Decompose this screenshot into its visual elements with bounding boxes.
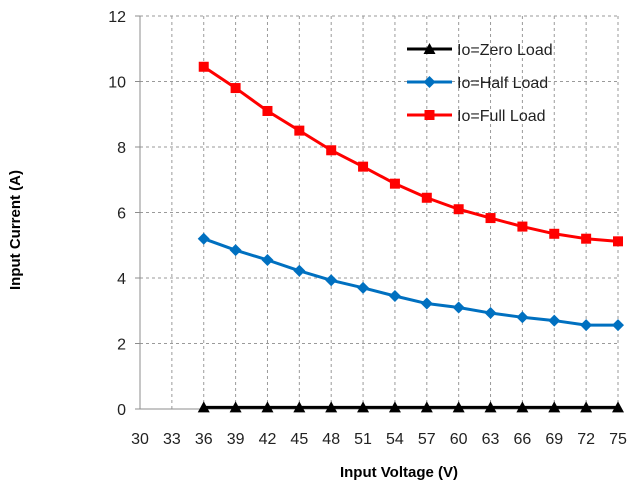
x-tick-label: 45: [290, 431, 308, 448]
data-point-marker: [198, 61, 209, 72]
data-point-marker: [326, 145, 337, 156]
data-point-marker: [612, 401, 624, 413]
data-point-marker: [261, 401, 274, 413]
x-tick-label: 69: [545, 431, 563, 448]
data-point-marker: [452, 401, 465, 413]
data-point-marker: [453, 204, 464, 215]
data-point-marker: [420, 297, 433, 310]
data-point-marker: [325, 274, 338, 287]
data-point-marker: [549, 228, 560, 239]
y-tick-label: 6: [117, 206, 126, 223]
data-point-marker: [325, 401, 338, 413]
data-point-marker: [261, 253, 274, 266]
x-tick-label: 48: [322, 431, 340, 448]
x-axis-title: Input Voltage (V): [340, 464, 458, 481]
data-point-marker: [357, 401, 370, 413]
data-point-marker: [197, 401, 210, 413]
x-tick-label: 60: [450, 431, 468, 448]
y-tick-label: 0: [117, 402, 126, 419]
data-point-marker: [293, 401, 306, 413]
data-point-marker: [262, 105, 273, 116]
data-point-marker: [581, 233, 592, 244]
y-tick-label: 2: [117, 337, 126, 354]
data-point-marker: [612, 319, 624, 332]
x-tick-label: 54: [386, 431, 404, 448]
legend-label: Io=Half Load: [457, 75, 548, 92]
y-tick-label: 8: [117, 140, 126, 157]
data-point-marker: [294, 125, 305, 136]
x-tick-labels: 30 33 36 39 42 45 48 51 54 57 60 63 66 69 72 75: [131, 431, 627, 448]
y-tick-label: 10: [108, 75, 126, 92]
data-point-marker: [516, 401, 529, 413]
data-point-marker: [548, 314, 561, 327]
x-tick-label: 75: [609, 431, 627, 448]
legend-entry: Io=Half Load: [407, 75, 548, 92]
data-point-marker: [420, 401, 433, 413]
data-point-marker: [484, 401, 497, 413]
x-tick-label: 39: [227, 431, 245, 448]
grid: [140, 15, 619, 409]
data-point-marker: [452, 301, 465, 314]
data-point-marker: [485, 213, 496, 224]
data-point-marker: [229, 244, 242, 257]
data-point-marker: [357, 281, 370, 294]
data-point-marker: [293, 264, 306, 277]
data-point-marker: [358, 161, 369, 172]
data-point-marker: [613, 236, 623, 247]
data-point-marker: [548, 401, 561, 413]
data-point-marker: [230, 83, 241, 94]
data-point-marker: [389, 178, 400, 189]
x-tick-label: 57: [418, 431, 436, 448]
legend-label: Io=Zero Load: [457, 42, 553, 59]
series-square: [198, 61, 623, 247]
data-point-marker: [423, 43, 436, 54]
data-point-marker: [197, 232, 210, 245]
data-point-marker: [580, 401, 593, 413]
data-point-marker: [580, 319, 593, 332]
y-tick-label: 4: [117, 271, 126, 288]
data-point-marker: [388, 290, 401, 303]
axes: [135, 15, 618, 410]
x-tick-label: 33: [163, 431, 181, 448]
legend-entry: Io=Zero Load: [407, 42, 553, 59]
x-tick-label: 66: [514, 431, 532, 448]
x-tick-label: 30: [131, 431, 149, 448]
x-tick-label: 51: [354, 431, 372, 448]
legend: Io=Zero Load Io=Half Load Io=Full Load: [407, 42, 553, 125]
data-point-marker: [421, 192, 432, 203]
series-line: [203, 237, 618, 327]
data-point-marker: [229, 401, 242, 413]
legend-entry: Io=Full Load: [407, 108, 546, 125]
x-tick-label: 36: [195, 431, 213, 448]
y-tick-label: 12: [108, 9, 126, 26]
data-point-marker: [516, 311, 529, 324]
data-point-marker: [517, 221, 528, 232]
x-tick-label: 72: [577, 431, 595, 448]
series-diamond: [197, 232, 624, 332]
data-point-marker: [423, 76, 436, 88]
series-layer: [197, 61, 624, 413]
series-line: [202, 65, 619, 243]
legend-label: Io=Full Load: [457, 108, 546, 125]
series-triangle: [197, 401, 624, 413]
y-tick-labels: 0 2 4 6 8 10 12: [108, 9, 126, 419]
x-tick-label: 63: [482, 431, 500, 448]
x-tick-label: 42: [259, 431, 277, 448]
data-point-marker: [484, 307, 497, 320]
data-point-marker: [424, 110, 435, 120]
y-axis-title: Input Current (A): [7, 170, 24, 290]
data-point-marker: [388, 401, 401, 413]
